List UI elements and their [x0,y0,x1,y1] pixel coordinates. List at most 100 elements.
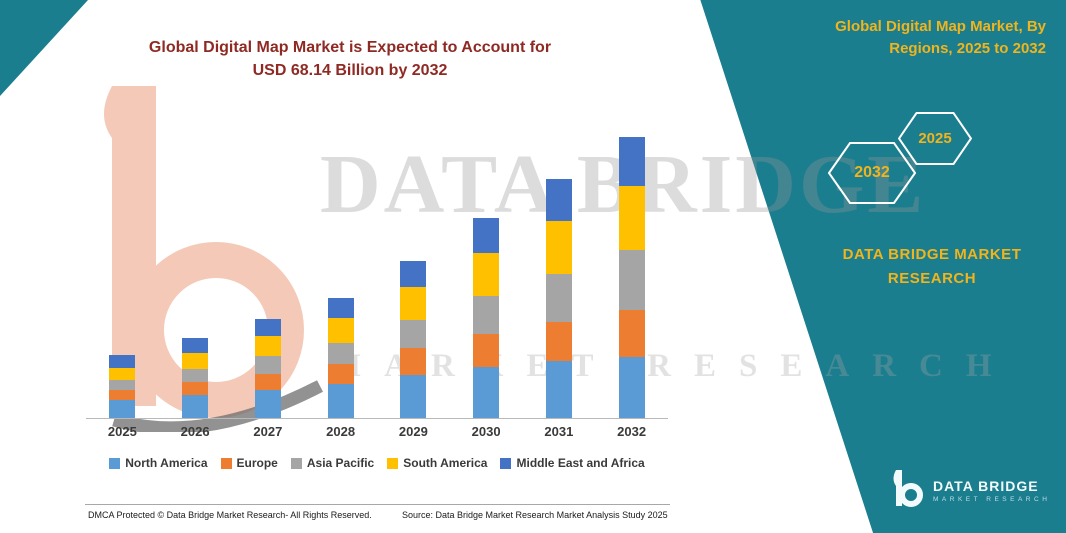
bar-segment-europe [545,321,572,362]
legend-label-south-america: South America [403,456,488,470]
x-axis-label-2027: 2027 [253,424,283,439]
bar-column-2031: 2031 [523,118,596,442]
bar-stack-2028 [327,297,354,418]
bar-segment-middle-east-and-africa [473,218,500,254]
bar-segment-europe [254,373,281,390]
bar-segment-middle-east-and-africa [254,319,281,337]
legend-swatch-middle-east-and-africa [500,457,512,469]
bar-column-2032: 2032 [595,118,668,442]
bar-stack-2030 [473,218,500,418]
hexagon-badge-2025-label: 2025 [918,130,952,147]
bar-segment-south-america [618,185,645,251]
chart-legend: North America Europe Asia Pacific South Ame… [86,456,668,470]
dmca-notice: DMCA Protected © Data Bridge Market Rese… [88,510,372,520]
stacked-bar-chart: 2025 2026 2027 2028 2029 2030 2031 2032 North A… [86,118,668,470]
bar-segment-north-america [618,357,645,418]
legend-item-middle-east-and-africa: Middle East and Africa [500,456,645,470]
bar-segment-south-america [545,220,572,275]
bar-segment-south-america [400,286,427,320]
panel-brand-name: DATA BRIDGE MARKET RESEARCH [828,243,1036,291]
bar-column-2027: 2027 [232,118,305,442]
legend-swatch-asia-pacific [290,457,302,469]
bar-segment-europe [109,390,136,400]
bar-segment-north-america [545,361,572,418]
bar-segment-middle-east-and-africa [545,178,572,221]
bar-segment-asia-pacific [400,319,427,349]
x-axis-label-2029: 2029 [398,424,428,439]
footer-divider [85,504,670,505]
x-axis-label-2032: 2032 [617,424,647,439]
bar-segment-asia-pacific [545,274,572,322]
bar-segment-north-america [327,384,354,418]
chart-plot-area: 2025 2026 2027 2028 2029 2030 2031 2032 [86,118,668,442]
bar-column-2029: 2029 [377,118,450,442]
legend-swatch-south-america [387,457,399,469]
hexagon-badge-2032-label: 2032 [854,164,890,181]
legend-item-north-america: North America [109,456,208,470]
bar-column-2030: 2030 [450,118,523,442]
x-axis-line [86,418,668,419]
dbmr-logo: DATA BRIDGE MARKET RESEARCH [893,468,1050,513]
bar-stack-2027 [254,319,281,418]
bar-segment-south-america [473,253,500,297]
legend-label-asia-pacific: Asia Pacific [306,456,375,470]
source-note: Source: Data Bridge Market Research Mark… [402,510,668,520]
bar-segment-middle-east-and-africa [618,137,645,186]
dbmr-logo-subtitle: MARKET RESEARCH [933,496,1051,503]
bar-segment-north-america [473,366,500,418]
panel-title-line1: Global Digital Map Market, By [835,18,1046,35]
x-axis-label-2028: 2028 [326,424,356,439]
chart-title-line2: USD 68.14 Billion by 2032 [252,62,448,79]
legend-item-south-america: South America [387,456,487,470]
bar-segment-asia-pacific [109,380,136,391]
panel-title: Global Digital Map Market, By Regions, 2… [774,16,1046,60]
bar-segment-middle-east-and-africa [182,337,209,353]
bar-segment-asia-pacific [182,368,209,382]
bar-segment-asia-pacific [473,296,500,334]
legend-item-asia-pacific: Asia Pacific [290,456,375,470]
x-axis-label-2031: 2031 [544,424,574,439]
legend-swatch-north-america [109,457,121,469]
bar-segment-south-america [182,352,209,369]
dbmr-logo-title: DATA BRIDGE [933,478,1039,494]
bar-segment-south-america [327,318,354,344]
bar-segment-north-america [182,394,209,418]
bar-segment-asia-pacific [618,250,645,310]
bar-stack-2031 [545,178,572,418]
legend-item-europe: Europe [220,456,278,470]
x-axis-label-2026: 2026 [180,424,210,439]
bar-segment-south-america [109,368,136,381]
bar-column-2025: 2025 [86,118,159,442]
bar-segment-south-america [254,336,281,357]
dbmr-watermark-logo-icon [92,84,332,437]
bar-segment-europe [473,333,500,367]
x-axis-label-2030: 2030 [471,424,501,439]
legend-swatch-europe [220,457,232,469]
dbmr-logo-icon [893,468,925,513]
chart-title: Global Digital Map Market is Expected to… [70,36,630,82]
legend-label-middle-east-and-africa: Middle East and Africa [516,456,645,470]
footer: DMCA Protected © Data Bridge Market Rese… [88,510,670,520]
bar-segment-middle-east-and-africa [327,297,354,319]
chart-title-line1: Global Digital Map Market is Expected to… [148,39,552,56]
bar-segment-asia-pacific [327,343,354,365]
bar-segment-europe [182,381,209,395]
bar-segment-north-america [109,399,136,418]
bar-stack-2026 [182,337,209,418]
bar-stack-2029 [400,261,427,418]
bar-stack-2025 [109,355,136,418]
bar-segment-middle-east-and-africa [400,261,427,287]
hexagon-badge-2032: 2032 [828,142,916,204]
bar-column-2026: 2026 [159,118,232,442]
bar-column-2028: 2028 [304,118,377,442]
panel-brand-line1: DATA BRIDGE MARKET [842,246,1022,263]
bar-segment-europe [618,310,645,357]
bar-segment-europe [327,364,354,385]
watermark-market-research: MARKET RESEARCH [330,348,1015,384]
bar-segment-north-america [254,390,281,418]
legend-label-north-america: North America [125,456,208,470]
hexagon-badge-2025: 2025 [898,112,972,165]
legend-label-europe: Europe [236,456,278,470]
bar-segment-europe [400,348,427,375]
